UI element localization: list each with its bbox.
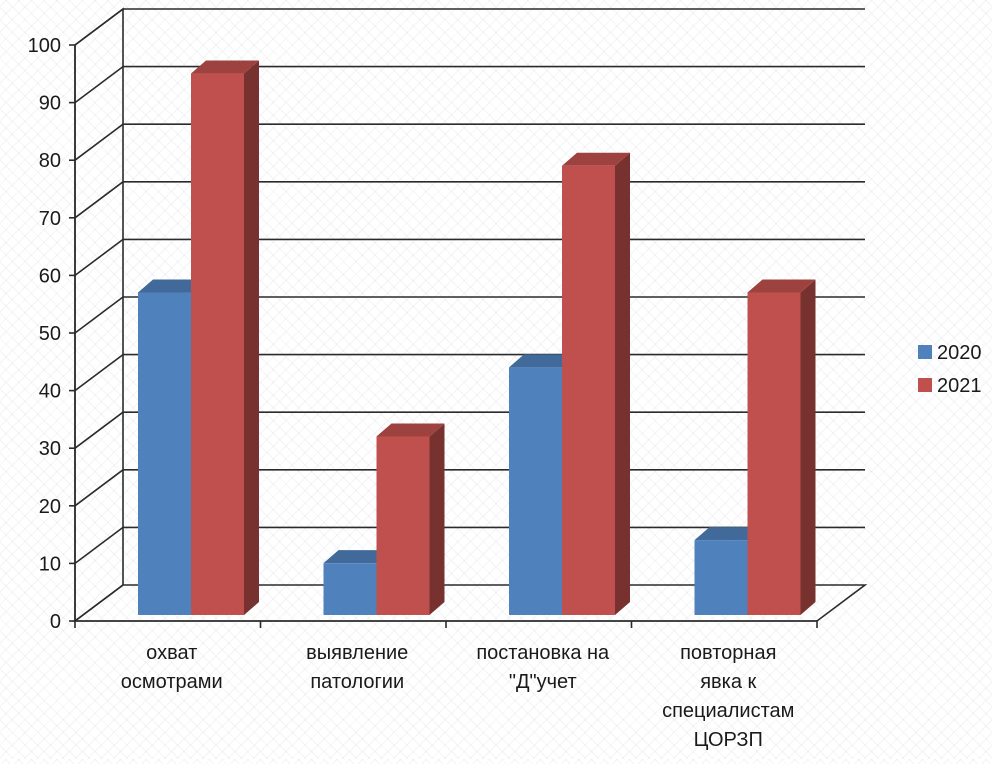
- bar-top-face: [376, 423, 445, 437]
- gridline-side: [74, 469, 124, 507]
- x-tick-label-line: охват: [146, 642, 197, 664]
- bar-front-face: [323, 563, 377, 615]
- bar-front-face: [376, 436, 430, 615]
- bar-side-face: [244, 60, 259, 616]
- bar-top-face: [509, 354, 577, 368]
- y-tick-label: 50: [39, 323, 61, 345]
- gridline-side: [74, 8, 124, 46]
- tick-labels: 0 10 20 30 40 50 60 70 80 90 100 охват осмотрами выяв…: [28, 35, 795, 751]
- bar-top-face: [138, 279, 206, 293]
- y-tick-label: 0: [50, 611, 61, 633]
- bar-front-face: [138, 292, 191, 615]
- bar-2021-0: [191, 60, 259, 616]
- gridline-side: [74, 353, 124, 392]
- bar-top-face: [694, 527, 763, 541]
- y-tick-label: 60: [39, 265, 61, 287]
- bar-top-face: [562, 152, 630, 166]
- bars: [138, 60, 816, 616]
- gridline-side: [74, 123, 124, 161]
- x-tick-label: охват осмотрами: [121, 642, 223, 693]
- x-tick-label-line: выявление: [306, 642, 408, 664]
- bar-front-face: [562, 165, 615, 615]
- bar-top-face: [191, 60, 259, 74]
- bar-front-face: [747, 292, 801, 615]
- bar-side-face: [615, 152, 630, 615]
- y-tick-label: 10: [39, 553, 61, 575]
- x-tick-label-line: патологии: [310, 671, 404, 693]
- x-tick-label-line: ЦОРЗП: [694, 729, 763, 751]
- x-tick-label: постановка на "Д"учет: [476, 642, 610, 693]
- y-tick-label: 40: [39, 381, 61, 403]
- x-tick-label-line: "Д"учет: [509, 671, 577, 693]
- gridline-side: [74, 526, 124, 565]
- x-tick-label-line: специалистам: [662, 700, 794, 722]
- legend: 2020 2021: [918, 342, 982, 397]
- legend-label-2020: 2020: [937, 342, 982, 364]
- gridline-side: [74, 65, 124, 104]
- x-tick-label-line: повторная: [680, 642, 776, 664]
- bar-front-face: [694, 540, 748, 615]
- y-tick-label: 90: [39, 93, 61, 115]
- bar-side-face: [800, 279, 816, 615]
- gridline-side: [74, 238, 124, 277]
- gridline-side: [74, 411, 124, 449]
- bar-side-face: [429, 423, 445, 615]
- bar-2021-2: [562, 152, 630, 615]
- axes: [69, 44, 818, 628]
- gridline-side: [74, 296, 124, 334]
- y-tick-label: 30: [39, 438, 61, 460]
- y-tick-label: 80: [39, 150, 61, 172]
- bar-2021-1: [376, 423, 445, 615]
- y-tick-label: 100: [28, 35, 61, 57]
- bar-2021-3: [747, 279, 816, 615]
- x-tick-label: выявление патологии: [306, 642, 408, 693]
- y-tick-label: 20: [39, 496, 61, 518]
- bar-top-face: [747, 279, 816, 293]
- x-tick-label-line: постановка на: [476, 642, 610, 664]
- legend-swatch-2021: [918, 378, 932, 392]
- y-tick-label: 70: [39, 208, 61, 230]
- legend-label-2021: 2021: [937, 375, 982, 397]
- x-tick-label: повторная явка к специалистам ЦОРЗП: [662, 642, 794, 751]
- bar-front-face: [509, 367, 562, 615]
- bar-top-face: [323, 550, 392, 564]
- bar-front-face: [191, 73, 244, 615]
- legend-swatch-2020: [918, 345, 932, 359]
- x-tick-label-line: осмотрами: [121, 671, 223, 693]
- gridline-side: [74, 181, 124, 219]
- x-tick-label-line: явка к: [700, 671, 756, 693]
